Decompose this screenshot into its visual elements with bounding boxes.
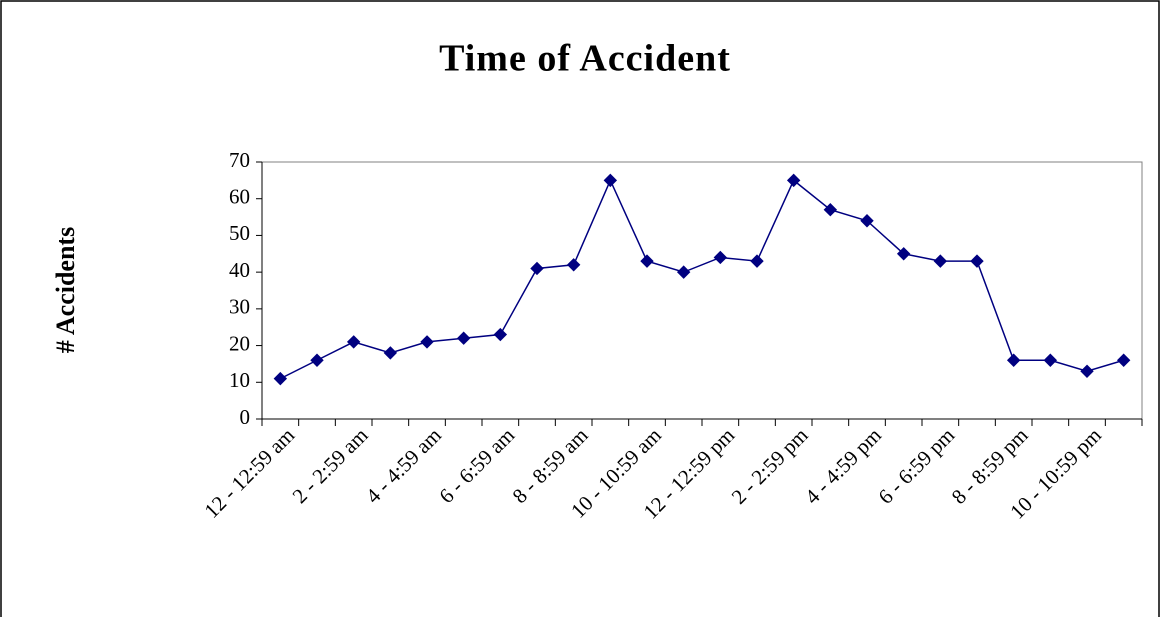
chart-title: Time of Accident <box>439 38 731 80</box>
data-point <box>493 327 508 342</box>
data-point <box>603 173 618 188</box>
y-tick-label: 40 <box>229 258 250 282</box>
data-point <box>933 254 948 268</box>
y-tick-label: 30 <box>229 295 250 319</box>
data-point <box>383 346 398 360</box>
data-point <box>713 250 728 265</box>
data-point <box>1006 353 1021 367</box>
y-tick-label: 10 <box>229 368 250 392</box>
y-axis-label: # Accidents <box>51 227 80 353</box>
data-point <box>823 203 838 217</box>
data-point <box>970 254 984 268</box>
data-point <box>896 247 911 261</box>
data-point <box>566 258 581 272</box>
data-point <box>786 173 801 188</box>
data-point <box>1080 364 1094 378</box>
data-point <box>346 335 361 349</box>
data-point <box>1043 353 1058 367</box>
data-point <box>860 214 874 228</box>
data-point <box>750 254 764 268</box>
y-tick-label: 70 <box>229 148 250 172</box>
y-tick-label: 0 <box>240 405 251 429</box>
data-point <box>456 331 471 345</box>
data-point <box>530 261 544 276</box>
data-point <box>1116 353 1131 367</box>
y-tick-label: 20 <box>229 331 250 355</box>
data-point <box>676 265 691 279</box>
y-tick-label: 60 <box>229 185 250 209</box>
data-line <box>279 178 1124 380</box>
data-point <box>310 353 324 367</box>
data-point <box>273 371 288 386</box>
y-tick-label: 50 <box>229 221 250 245</box>
data-point <box>640 254 654 268</box>
data-point <box>420 335 434 349</box>
